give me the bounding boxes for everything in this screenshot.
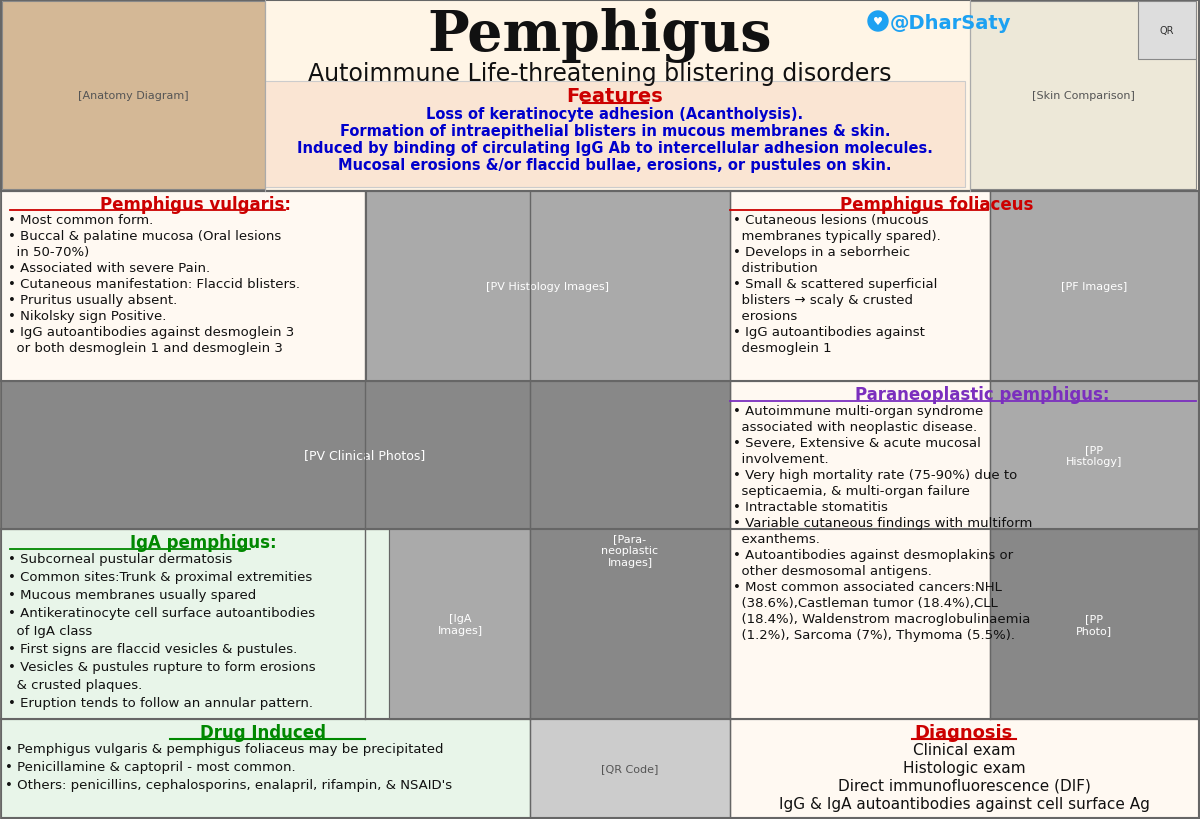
Text: • Pruritus usually absent.: • Pruritus usually absent. (8, 294, 178, 306)
Text: Direct immunofluorescence (DIF): Direct immunofluorescence (DIF) (838, 778, 1091, 793)
Text: • Variable cutaneous findings with multiform: • Variable cutaneous findings with multi… (733, 516, 1032, 529)
Text: [Para-
neoplastic
Images]: [Para- neoplastic Images] (601, 534, 659, 567)
FancyBboxPatch shape (1, 382, 730, 529)
FancyBboxPatch shape (1, 192, 366, 382)
Text: (18.4%), Waldenstrom macroglobulinaemia: (18.4%), Waldenstrom macroglobulinaemia (733, 613, 1031, 625)
FancyBboxPatch shape (389, 529, 530, 719)
Text: Clinical exam: Clinical exam (913, 742, 1015, 757)
Text: Pemphigus vulgaris:: Pemphigus vulgaris: (100, 196, 292, 214)
Text: [Skin Comparison]: [Skin Comparison] (1032, 91, 1134, 101)
Text: • Common sites:Trunk & proximal extremities: • Common sites:Trunk & proximal extremit… (8, 570, 312, 583)
Text: IgA pemphigus:: IgA pemphigus: (130, 533, 277, 551)
Text: • Pemphigus vulgaris & pemphigus foliaceus may be precipitated: • Pemphigus vulgaris & pemphigus foliace… (5, 742, 444, 755)
FancyBboxPatch shape (530, 382, 730, 719)
Text: involvement.: involvement. (733, 452, 829, 465)
FancyBboxPatch shape (1138, 2, 1196, 60)
FancyBboxPatch shape (1, 719, 530, 817)
FancyBboxPatch shape (730, 192, 990, 382)
Text: • Very high mortality rate (75-90%) due to: • Very high mortality rate (75-90%) due … (733, 468, 1018, 482)
FancyBboxPatch shape (730, 382, 1198, 529)
FancyBboxPatch shape (990, 192, 1198, 382)
Text: [PV Clinical Photos]: [PV Clinical Photos] (305, 449, 426, 462)
FancyBboxPatch shape (730, 382, 990, 719)
FancyBboxPatch shape (530, 719, 730, 817)
Text: [Anatomy Diagram]: [Anatomy Diagram] (78, 91, 188, 101)
Text: • Severe, Extensive & acute mucosal: • Severe, Extensive & acute mucosal (733, 437, 980, 450)
Text: Loss of keratinocyte adhesion (Acantholysis).: Loss of keratinocyte adhesion (Acantholy… (426, 106, 804, 122)
Circle shape (868, 12, 888, 32)
Text: • Cutaneous lesions (mucous: • Cutaneous lesions (mucous (733, 214, 929, 227)
Text: @DharSaty: @DharSaty (890, 14, 1012, 33)
Text: in 50-70%): in 50-70%) (8, 246, 89, 259)
Text: • Cutaneous manifestation: Flaccid blisters.: • Cutaneous manifestation: Flaccid blist… (8, 278, 300, 291)
Text: distribution: distribution (733, 262, 817, 274)
Text: erosions: erosions (733, 310, 797, 323)
Text: • Develops in a seborrheic: • Develops in a seborrheic (733, 246, 910, 259)
Text: exanthems.: exanthems. (733, 532, 820, 545)
FancyBboxPatch shape (2, 2, 265, 190)
Text: [PF Images]: [PF Images] (1061, 282, 1127, 292)
Text: • IgG autoantibodies against desmoglein 3: • IgG autoantibodies against desmoglein … (8, 326, 294, 338)
Text: • First signs are flaccid vesicles & pustules.: • First signs are flaccid vesicles & pus… (8, 642, 298, 655)
FancyBboxPatch shape (990, 382, 1198, 529)
Text: [IgA
Images]: [IgA Images] (438, 613, 482, 635)
Text: Paraneoplastic pemphigus:: Paraneoplastic pemphigus: (854, 386, 1110, 404)
Text: Induced by binding of circulating IgG Ab to intercellular adhesion molecules.: Induced by binding of circulating IgG Ab… (298, 141, 932, 156)
Text: • IgG autoantibodies against: • IgG autoantibodies against (733, 326, 925, 338)
Text: Autoimmune Life-threatening blistering disorders: Autoimmune Life-threatening blistering d… (308, 62, 892, 86)
Text: • Associated with severe Pain.: • Associated with severe Pain. (8, 262, 210, 274)
Text: Formation of intraepithelial blisters in mucous membranes & skin.: Formation of intraepithelial blisters in… (340, 124, 890, 139)
Text: • Penicillamine & captopril - most common.: • Penicillamine & captopril - most commo… (5, 760, 295, 773)
FancyBboxPatch shape (366, 192, 730, 382)
Text: Mucosal erosions &/or flaccid bullae, erosions, or pustules on skin.: Mucosal erosions &/or flaccid bullae, er… (338, 158, 892, 173)
Text: • Buccal & palatine mucosa (Oral lesions: • Buccal & palatine mucosa (Oral lesions (8, 229, 281, 242)
Text: • Nikolsky sign Positive.: • Nikolsky sign Positive. (8, 310, 167, 323)
Text: associated with neoplastic disease.: associated with neoplastic disease. (733, 420, 977, 433)
FancyBboxPatch shape (990, 529, 1198, 719)
FancyBboxPatch shape (970, 2, 1196, 190)
Text: • Vesicles & pustules rupture to form erosions: • Vesicles & pustules rupture to form er… (8, 660, 316, 673)
Text: desmoglein 1: desmoglein 1 (733, 342, 832, 355)
Text: blisters → scaly & crusted: blisters → scaly & crusted (733, 294, 913, 306)
Text: • Others: penicillins, cephalosporins, enalapril, rifampin, & NSAID's: • Others: penicillins, cephalosporins, e… (5, 778, 452, 791)
Text: or both desmoglein 1 and desmoglein 3: or both desmoglein 1 and desmoglein 3 (8, 342, 283, 355)
Text: • Mucous membranes usually spared: • Mucous membranes usually spared (8, 588, 257, 601)
FancyBboxPatch shape (1, 1, 1199, 192)
Text: • Antikeratinocyte cell surface autoantibodies: • Antikeratinocyte cell surface autoanti… (8, 606, 316, 619)
Text: • Most common form.: • Most common form. (8, 214, 154, 227)
Text: Diagnosis: Diagnosis (914, 723, 1013, 741)
Text: • Autoimmune multi-organ syndrome: • Autoimmune multi-organ syndrome (733, 405, 983, 418)
Text: (38.6%),Castleman tumor (18.4%),CLL: (38.6%),Castleman tumor (18.4%),CLL (733, 596, 997, 609)
Text: (1.2%), Sarcoma (7%), Thymoma (5.5%).: (1.2%), Sarcoma (7%), Thymoma (5.5%). (733, 628, 1015, 641)
Text: • Most common associated cancers:NHL: • Most common associated cancers:NHL (733, 581, 1002, 593)
Text: membranes typically spared).: membranes typically spared). (733, 229, 941, 242)
Text: Drug Induced: Drug Induced (200, 723, 326, 741)
FancyBboxPatch shape (730, 719, 1198, 817)
Text: & crusted plaques.: & crusted plaques. (8, 678, 143, 691)
Text: • Eruption tends to follow an annular pattern.: • Eruption tends to follow an annular pa… (8, 696, 313, 709)
Text: septicaemia, & multi-organ failure: septicaemia, & multi-organ failure (733, 484, 970, 497)
Text: other desmosomal antigens.: other desmosomal antigens. (733, 564, 932, 577)
Text: Histologic exam: Histologic exam (902, 760, 1025, 775)
Text: • Subcorneal pustular dermatosis: • Subcorneal pustular dermatosis (8, 552, 233, 565)
Text: • Autoantibodies against desmoplakins or: • Autoantibodies against desmoplakins or (733, 549, 1013, 561)
Text: Features: Features (566, 87, 664, 106)
FancyBboxPatch shape (265, 82, 965, 188)
Text: Pemphigus foliaceus: Pemphigus foliaceus (840, 196, 1033, 214)
Text: [QR Code]: [QR Code] (601, 763, 659, 773)
Text: • Intractable stomatitis: • Intractable stomatitis (733, 500, 888, 514)
Text: [PP
Histology]: [PP Histology] (1066, 445, 1122, 466)
Text: • Small & scattered superficial: • Small & scattered superficial (733, 278, 937, 291)
Text: of IgA class: of IgA class (8, 624, 92, 637)
Text: Pemphigus: Pemphigus (427, 8, 773, 63)
Text: [PV Histology Images]: [PV Histology Images] (486, 282, 610, 292)
FancyBboxPatch shape (1, 529, 389, 719)
Text: QR: QR (1159, 26, 1175, 36)
Text: ♥: ♥ (874, 17, 883, 27)
Text: [PP
Photo]: [PP Photo] (1076, 613, 1112, 635)
Text: IgG & IgA autoantibodies against cell surface Ag: IgG & IgA autoantibodies against cell su… (779, 796, 1150, 811)
